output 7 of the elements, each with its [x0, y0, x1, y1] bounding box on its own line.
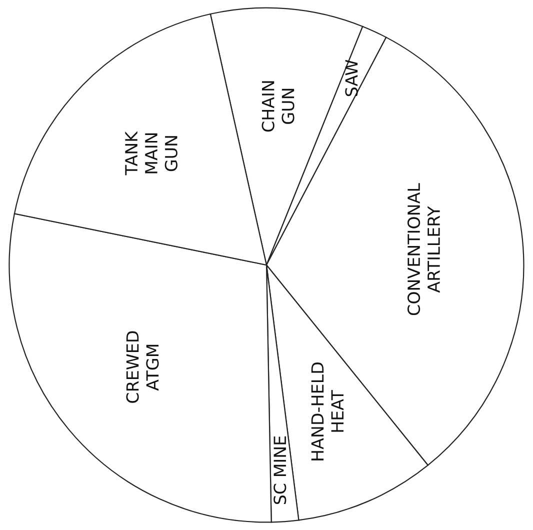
slice-label: CHAIN GUN: [262, 81, 294, 132]
slice-label: TANK MAIN GUN: [125, 131, 178, 176]
slice-label: CONVENTIONAL ARTILLERY: [407, 183, 440, 316]
slice-label: HAND-HELD HEAT: [311, 362, 344, 460]
slice-label: SAW: [345, 60, 358, 96]
slice-label: SC MINE: [274, 436, 286, 504]
slice-label: CREWED ATGM: [126, 331, 159, 403]
